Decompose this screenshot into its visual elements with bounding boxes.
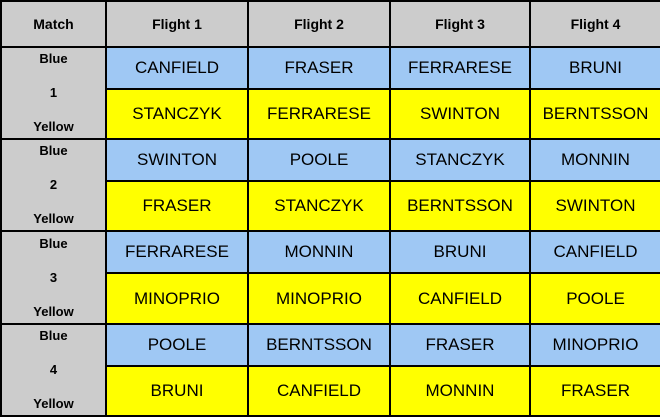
match-3-flight-2-yellow: MINOPRIO (247, 272, 391, 325)
match-3-number: 3 (49, 269, 58, 285)
match-4-flight-3-blue: FRASER (389, 322, 531, 367)
match-3-blue-label: Blue (39, 235, 68, 251)
match-3-flight-3-yellow: CANFIELD (389, 272, 531, 325)
match-4-flight-4-blue: MINOPRIO (529, 322, 660, 367)
match-4-flight-1-blue: POOLE (105, 322, 249, 367)
match-2-flight-2-blue: POOLE (247, 138, 391, 183)
match-1-number: 1 (49, 85, 58, 101)
match-2-flight-4-blue: MONNIN (529, 138, 660, 183)
match-4-flight-3-yellow: MONNIN (389, 364, 531, 417)
match-2-flight-3-yellow: BERNTSSON (389, 180, 531, 233)
match-3-blue-row: Blue 3 Yellow FERRARESE MONNIN BRUNI CAN… (0, 230, 660, 325)
match-1-flight-1-yellow: STANCZYK (105, 87, 249, 141)
match-4-blue-label: Blue (39, 327, 68, 343)
match-3-flight-2-blue: MONNIN (247, 230, 391, 275)
header-flight-3: Flight 3 (389, 0, 531, 48)
match-2-yellow-label: Yellow (33, 211, 74, 227)
match-2-flight-1-yellow: FRASER (105, 180, 249, 233)
match-1-cell: Blue 1 Yellow (0, 45, 107, 141)
match-2-yellow-row: FRASER STANCZYK BERNTSSON SWINTON (1, 180, 660, 233)
match-4-yellow-row: BRUNI CANFIELD MONNIN FRASER (1, 364, 660, 417)
match-2-number: 2 (49, 177, 58, 193)
match-2-blue-row: Blue 2 Yellow SWINTON POOLE STANCZYK MON… (0, 138, 660, 233)
match-4-cell: Blue 4 Yellow (0, 322, 107, 417)
match-2-flight-1-blue: SWINTON (105, 138, 249, 183)
match-1-flight-2-blue: FRASER (247, 46, 391, 90)
match-2-flight-4-yellow: SWINTON (529, 180, 660, 233)
match-1-flight-4-blue: BRUNI (529, 46, 660, 90)
match-3-flight-1-yellow: MINOPRIO (105, 272, 249, 325)
match-4-flight-2-blue: BERNTSSON (247, 322, 391, 367)
header-flight-1: Flight 1 (105, 0, 249, 48)
match-4-flight-1-yellow: BRUNI (105, 364, 249, 417)
match-1-blue-label: Blue (39, 51, 68, 67)
match-1-yellow-row: STANCZYK FERRARESE SWINTON BERNTSSON (1, 87, 660, 141)
match-4-yellow-label: Yellow (33, 395, 74, 411)
match-2-flight-2-yellow: STANCZYK (247, 180, 391, 233)
header-row: Match Flight 1 Flight 2 Flight 3 Flight … (0, 0, 660, 48)
match-1-blue-row: Blue 1 Yellow CANFIELD FRASER FERRARESE … (0, 45, 660, 141)
header-flight-2: Flight 2 (247, 0, 391, 48)
match-4-number: 4 (49, 361, 58, 377)
header-flight-4: Flight 4 (529, 0, 660, 48)
match-3-flight-3-blue: BRUNI (389, 230, 531, 275)
match-1-yellow-label: Yellow (33, 119, 74, 135)
match-3-cell: Blue 3 Yellow (0, 230, 107, 325)
match-1-flight-3-blue: FERRARESE (389, 46, 531, 90)
match-3-flight-4-blue: CANFIELD (529, 230, 660, 275)
match-1-flight-4-yellow: BERNTSSON (529, 87, 660, 141)
match-3-flight-4-yellow: POOLE (529, 272, 660, 325)
match-3-yellow-row: MINOPRIO MINOPRIO CANFIELD POOLE (1, 272, 660, 325)
match-2-cell: Blue 2 Yellow (0, 138, 107, 233)
match-4-flight-2-yellow: CANFIELD (247, 364, 391, 417)
match-4-blue-row: Blue 4 Yellow POOLE BERNTSSON FRASER MIN… (0, 322, 660, 417)
match-2-flight-3-blue: STANCZYK (389, 138, 531, 183)
match-3-yellow-label: Yellow (33, 303, 74, 319)
match-2-blue-label: Blue (39, 143, 68, 159)
match-3-flight-1-blue: FERRARESE (105, 230, 249, 275)
match-1-flight-3-yellow: SWINTON (389, 87, 531, 141)
match-1-flight-2-yellow: FERRARESE (247, 87, 391, 141)
match-4-flight-4-yellow: FRASER (529, 364, 660, 417)
header-match: Match (0, 0, 107, 48)
match-1-flight-1-blue: CANFIELD (105, 46, 249, 90)
